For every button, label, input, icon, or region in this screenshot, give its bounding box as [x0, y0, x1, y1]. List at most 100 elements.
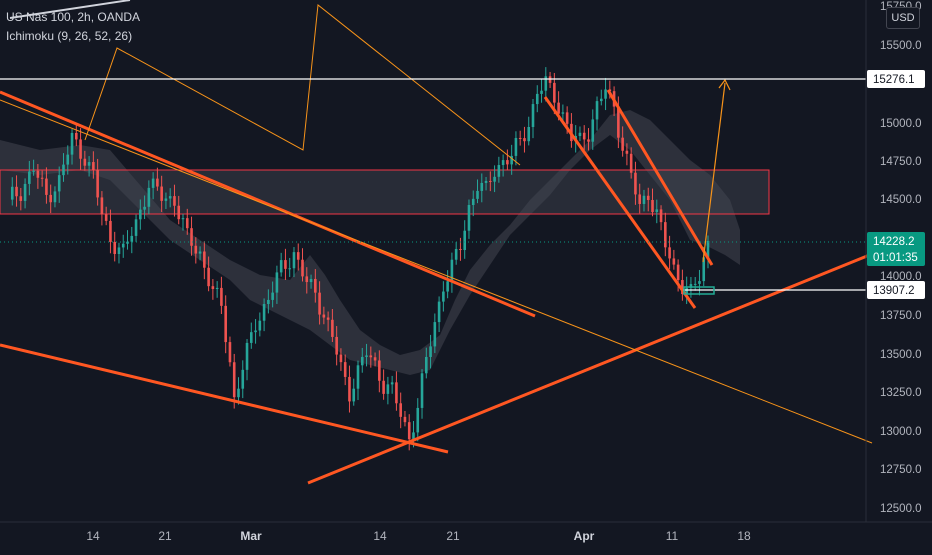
price-tick: 12750.0 — [880, 464, 922, 476]
candle-body — [322, 314, 326, 318]
candle-body — [57, 175, 61, 192]
candle-body — [497, 165, 501, 177]
descending-trendline-lower[interactable] — [0, 343, 449, 454]
candle-body — [215, 287, 219, 290]
candle-body — [523, 138, 526, 142]
candle-body — [424, 356, 428, 374]
candle-body — [698, 281, 701, 284]
price-label-text: 13907.2 — [873, 285, 915, 297]
thin-descending-line[interactable] — [0, 99, 873, 444]
indicator-title[interactable]: Ichimoku (9, 26, 52, 26) — [6, 29, 133, 43]
candle-body — [540, 90, 543, 94]
candle-body — [181, 218, 185, 220]
candle-body — [493, 176, 496, 182]
candle-body — [646, 195, 650, 200]
price-tick: 14750.0 — [880, 156, 922, 168]
candle-body — [237, 388, 240, 398]
candle-body — [36, 170, 40, 178]
candle-body — [365, 355, 368, 357]
candle-body — [220, 287, 223, 306]
price-tick: 13250.0 — [880, 387, 922, 399]
candle-body — [343, 362, 347, 377]
candle-body — [352, 388, 356, 402]
candle-body — [476, 190, 479, 199]
candle-body — [62, 164, 65, 176]
candle-body — [301, 259, 304, 277]
projection-arrow-head — [718, 78, 731, 91]
candle-body — [412, 432, 415, 440]
candle-body — [66, 154, 70, 165]
candle-body — [288, 268, 292, 270]
candle-body — [591, 119, 595, 142]
candle-body — [130, 235, 134, 242]
price-label-13907[interactable]: 13907.2 — [867, 281, 925, 299]
candle-body — [45, 178, 48, 195]
price-label-15276[interactable]: 15276.1 — [867, 70, 925, 88]
candle-body — [437, 301, 441, 323]
time-tick: 11 — [666, 529, 679, 543]
falling-wedge-upper[interactable] — [606, 89, 714, 266]
level-marker-box[interactable] — [683, 286, 715, 295]
candle-body — [459, 248, 462, 251]
candle-body — [450, 259, 454, 282]
candle-body — [87, 162, 91, 166]
candle-body — [514, 137, 518, 156]
candle-body — [262, 304, 266, 321]
last-price-value: 14228.2 — [873, 236, 915, 248]
candle-body — [655, 209, 659, 213]
candle-body — [292, 252, 296, 269]
projection-arrow-line[interactable] — [702, 82, 726, 263]
candle-body — [454, 248, 458, 260]
candle-body — [685, 287, 688, 295]
candle-body — [134, 219, 138, 236]
candle-body — [326, 317, 330, 320]
candle-body — [109, 220, 112, 242]
falling-wedge-lower[interactable] — [543, 96, 697, 309]
candle-body — [561, 112, 565, 114]
candle-body — [32, 170, 35, 172]
ascending-trendline[interactable] — [307, 252, 873, 485]
candle-body — [156, 178, 159, 187]
candle-body — [578, 132, 582, 136]
candle-body — [139, 209, 142, 220]
candle-body — [480, 182, 484, 191]
resistance-zone[interactable] — [0, 169, 770, 215]
price-axis[interactable]: 15750.0 15500.0 15000.0 14750.0 14500.0 … — [880, 1, 922, 515]
currency-button[interactable]: USD — [886, 7, 920, 29]
symbol-title[interactable]: US Nas 100, 2h, OANDA — [6, 10, 141, 24]
candle-body — [634, 172, 637, 195]
candle-body — [446, 281, 449, 292]
candle-body — [356, 365, 360, 389]
candle-body — [531, 104, 535, 127]
candle-body — [681, 280, 684, 295]
candle-body — [642, 195, 646, 204]
candle-body — [390, 382, 394, 385]
candle-body — [395, 382, 398, 404]
candle-body — [429, 346, 432, 357]
time-axis[interactable]: 14 21 Mar 14 21 Apr 11 18 — [86, 529, 751, 543]
candle-body — [10, 186, 14, 200]
candle-body — [510, 155, 513, 165]
time-tick: 21 — [446, 529, 460, 543]
candle-body — [659, 209, 663, 223]
candle-body — [173, 196, 176, 206]
price-tick: 13000.0 — [880, 426, 922, 438]
candle-body — [638, 194, 642, 204]
candle-body — [339, 354, 343, 363]
candle-body — [49, 194, 52, 203]
candle-body — [557, 102, 560, 114]
candle-body — [15, 186, 18, 197]
candle-body — [275, 272, 279, 293]
candle-body — [467, 204, 471, 231]
candle-body — [463, 230, 467, 251]
price-tick: 14500.0 — [880, 194, 922, 206]
candle-body — [113, 241, 117, 254]
time-tick: Apr — [574, 529, 595, 543]
candle-body — [318, 292, 321, 315]
last-price-label[interactable]: 14228.2 01:01:35 — [867, 232, 925, 266]
candle-body — [185, 218, 189, 229]
candle-body — [309, 278, 313, 283]
candle-body — [245, 342, 249, 370]
